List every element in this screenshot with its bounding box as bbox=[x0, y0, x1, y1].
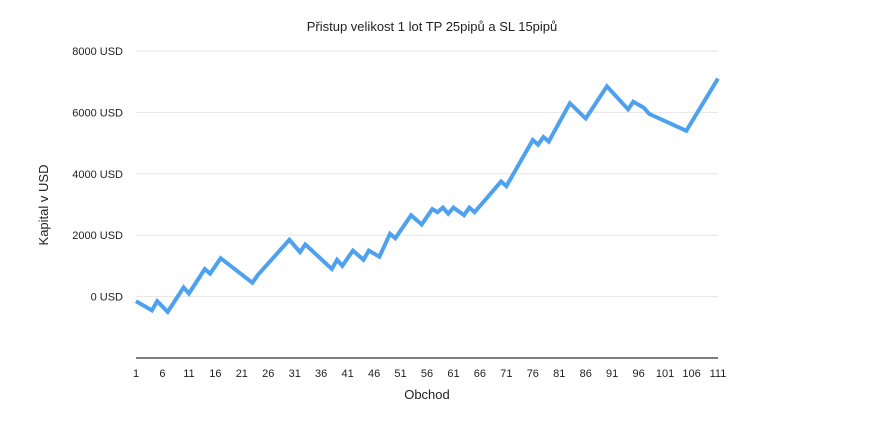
x-tick-label: 21 bbox=[236, 368, 248, 380]
series-line bbox=[134, 77, 720, 316]
y-tick-label: 2000 USD bbox=[72, 230, 123, 242]
y-axis-tick-labels: 0 USD 2000 USD 4000 USD 6000 USD 8000 USD bbox=[72, 46, 123, 304]
x-tick-label: 86 bbox=[580, 368, 592, 380]
chart-title: Přistup velikost 1 lot TP 25pipů a SL 15… bbox=[307, 19, 558, 34]
x-tick-label: 101 bbox=[656, 368, 674, 380]
x-axis-tick-labels: 1 6 11 16 21 26 31 36 41 46 51 56 61 66 71 76 81 86 91 96 10… bbox=[133, 368, 726, 380]
x-tick-label: 26 bbox=[262, 368, 274, 380]
x-tick-label: 111 bbox=[710, 368, 727, 380]
x-tick-label: 91 bbox=[606, 368, 618, 380]
x-tick-label: 1 bbox=[133, 368, 139, 380]
x-tick-label: 96 bbox=[633, 368, 645, 380]
x-tick-label: 6 bbox=[159, 368, 165, 380]
x-tick-label: 76 bbox=[527, 368, 539, 380]
x-axis-label: Obchod bbox=[404, 387, 450, 402]
x-tick-label: 31 bbox=[289, 368, 301, 380]
x-tick-label: 71 bbox=[500, 368, 512, 380]
x-tick-label: 81 bbox=[553, 368, 565, 380]
x-tick-label: 66 bbox=[474, 368, 486, 380]
y-tick-label: 6000 USD bbox=[72, 107, 123, 119]
x-tick-label: 41 bbox=[342, 368, 354, 380]
series-layer bbox=[134, 77, 720, 316]
x-tick-label: 16 bbox=[209, 368, 221, 380]
y-tick-label: 4000 USD bbox=[72, 169, 123, 181]
x-tick-label: 36 bbox=[315, 368, 327, 380]
x-tick-label: 51 bbox=[394, 368, 406, 380]
y-tick-label: 0 USD bbox=[91, 292, 123, 304]
x-tick-label: 61 bbox=[447, 368, 459, 380]
x-tick-label: 106 bbox=[682, 368, 700, 380]
y-tick-label: 8000 USD bbox=[72, 46, 123, 58]
x-tick-label: 11 bbox=[183, 368, 194, 380]
gridlines bbox=[136, 50, 718, 298]
x-tick-label: 56 bbox=[421, 368, 433, 380]
x-tick-label: 46 bbox=[368, 368, 380, 380]
y-axis-label: Kapital v USD bbox=[36, 165, 51, 246]
